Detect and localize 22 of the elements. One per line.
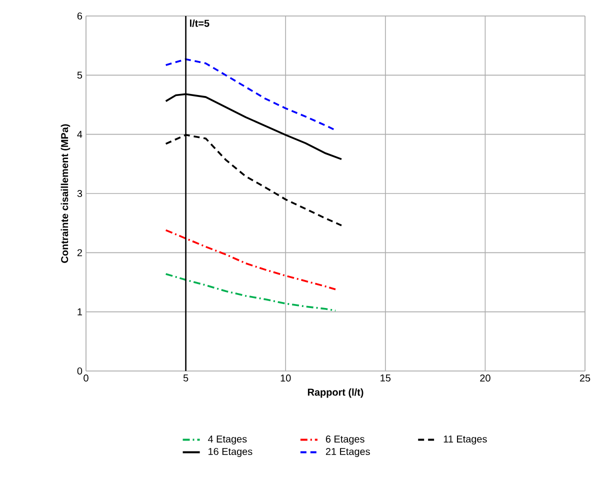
legend-label: 16 Etages [208,448,252,457]
y-tick-label: 1 [78,308,82,316]
y-tick-label: 0 [77,367,82,375]
y-tick-label: 5 [77,72,82,79]
legend-label: 6 Etages [326,436,364,445]
y-tick-label: 2 [77,249,82,256]
x-tick-label: 5 [183,374,188,382]
y-tick-label: 3 [77,190,82,198]
legend-label: 4 Etages [208,436,247,444]
x-tick-label: 20 [480,374,490,382]
ref-line-label: l/t=5 [190,20,210,27]
y-tick-label: 6 [77,12,82,20]
x-tick-label: 0 [84,374,88,382]
y-axis-title: Contrainte cisaillement (MPa) [60,124,70,263]
x-tick-label: 10 [280,374,291,382]
y-tick-label: 4 [77,130,82,138]
x-tick-label: 15 [380,374,391,382]
legend-label: 11 Etages [444,436,487,444]
x-axis-title: Rapport (l/t) [308,388,364,398]
x-tick-label: 25 [580,374,590,382]
line-series [164,273,336,312]
legend-label: 21 Etages [326,448,370,457]
